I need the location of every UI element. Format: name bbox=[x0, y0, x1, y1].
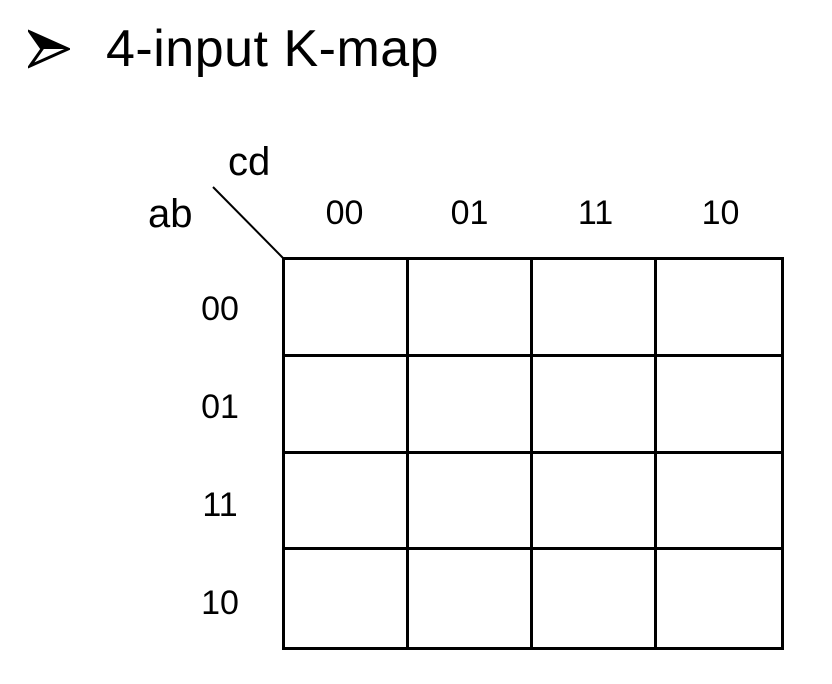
kmap-cell bbox=[409, 356, 533, 454]
kmap-cell bbox=[285, 453, 409, 551]
column-label: 01 bbox=[450, 194, 489, 232]
kmap-cell bbox=[657, 550, 781, 647]
column-label: 10 bbox=[701, 194, 740, 232]
column-label: 00 bbox=[325, 194, 364, 232]
slide-title: 4-input K-map bbox=[106, 20, 440, 78]
kmap-cell bbox=[285, 356, 409, 454]
kmap-cell bbox=[409, 453, 533, 551]
kmap-cell bbox=[533, 260, 657, 357]
kmap-cell bbox=[533, 356, 657, 454]
column-label: 11 bbox=[577, 194, 614, 232]
column-variable-label: cd bbox=[228, 140, 271, 184]
row-variable-label: ab bbox=[148, 192, 193, 236]
row-label: 00 bbox=[201, 290, 239, 328]
kmap-cell bbox=[285, 550, 409, 647]
row-label: 11 bbox=[202, 486, 238, 524]
kmap-cell bbox=[657, 454, 781, 551]
kmap-cell bbox=[409, 550, 533, 647]
arrowhead-bullet-icon bbox=[25, 28, 72, 70]
kmap-cell bbox=[285, 260, 409, 357]
kmap-grid bbox=[282, 257, 784, 650]
kmap-cell bbox=[657, 260, 781, 357]
slide-title-row: 4-input K-map bbox=[25, 14, 440, 84]
kmap-cell bbox=[657, 357, 781, 454]
kmap-cell bbox=[533, 453, 657, 551]
row-label: 01 bbox=[201, 388, 239, 426]
kmap-cell bbox=[533, 550, 657, 647]
kmap-cell bbox=[409, 260, 533, 357]
row-label: 10 bbox=[201, 584, 239, 622]
